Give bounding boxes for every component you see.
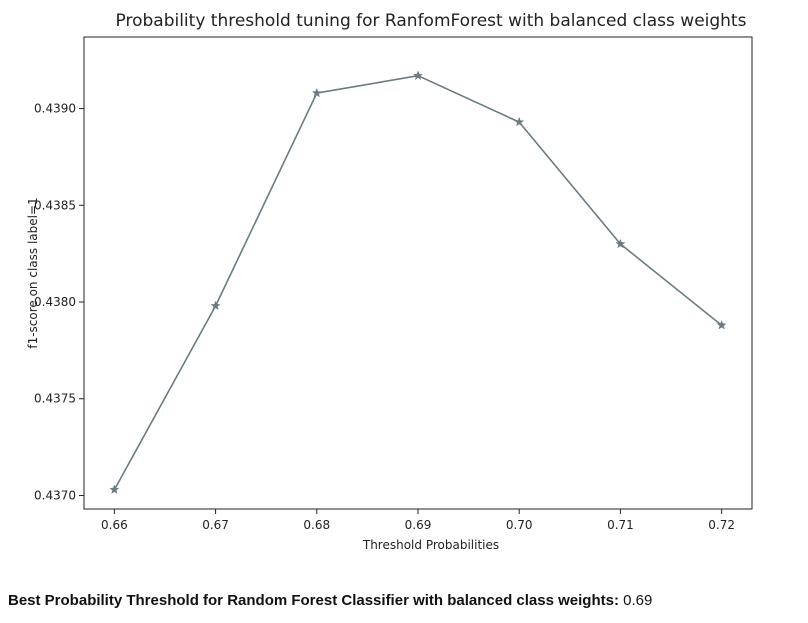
x-tick-label: 0.67 (202, 518, 229, 532)
x-tick-label: 0.72 (708, 518, 735, 532)
best-threshold-result: Best Probability Threshold for Random Fo… (8, 592, 652, 609)
best-threshold-label: Best Probability Threshold for Random Fo… (8, 592, 619, 609)
y-tick-label: 0.4385 (34, 198, 76, 212)
chart-title: Probability threshold tuning for RanfomF… (116, 11, 747, 31)
data-point-star (615, 238, 626, 249)
x-tick-label: 0.70 (506, 518, 533, 532)
plot-frame (83, 36, 753, 510)
y-tick-label: 0.4380 (34, 295, 76, 309)
data-point-star (210, 300, 221, 311)
data-point-star (716, 319, 727, 330)
y-axis-label: f1-score on class label=1 (26, 197, 40, 348)
data-point-star (311, 87, 322, 98)
line-chart: Probability threshold tuning for RanfomF… (26, 11, 753, 552)
x-tick-label: 0.69 (405, 518, 432, 532)
x-tick-label: 0.68 (303, 518, 330, 532)
x-axis: 0.66 0.67 0.68 0.69 0.70 0.71 0.72 (101, 509, 735, 532)
y-tick-label: 0.4375 (34, 392, 76, 406)
best-threshold-value: 0.69 (623, 592, 653, 609)
series-layer (109, 70, 727, 494)
data-point-star (109, 484, 120, 494)
y-tick-label: 0.4370 (34, 488, 76, 502)
data-point-star (514, 116, 525, 127)
x-axis-label: Threshold Probabilities (362, 538, 499, 552)
series-line (113, 74, 723, 491)
data-point-star (412, 70, 424, 80)
y-axis: 0.4370 0.4375 0.4380 0.4385 0.4390 (34, 102, 84, 502)
y-tick-label: 0.4390 (34, 102, 76, 116)
x-tick-label: 0.71 (607, 518, 634, 532)
x-tick-label: 0.66 (101, 518, 128, 532)
